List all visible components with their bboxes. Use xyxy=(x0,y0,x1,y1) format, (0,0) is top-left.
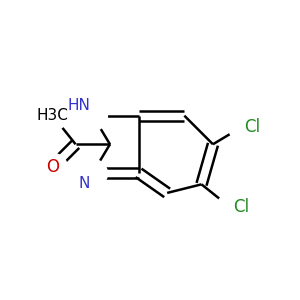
Text: H3C: H3C xyxy=(37,108,69,123)
Text: O: O xyxy=(46,158,59,176)
Text: Cl: Cl xyxy=(233,198,249,216)
Text: Cl: Cl xyxy=(244,118,260,136)
Text: N: N xyxy=(79,176,90,191)
Text: HN: HN xyxy=(67,98,90,113)
